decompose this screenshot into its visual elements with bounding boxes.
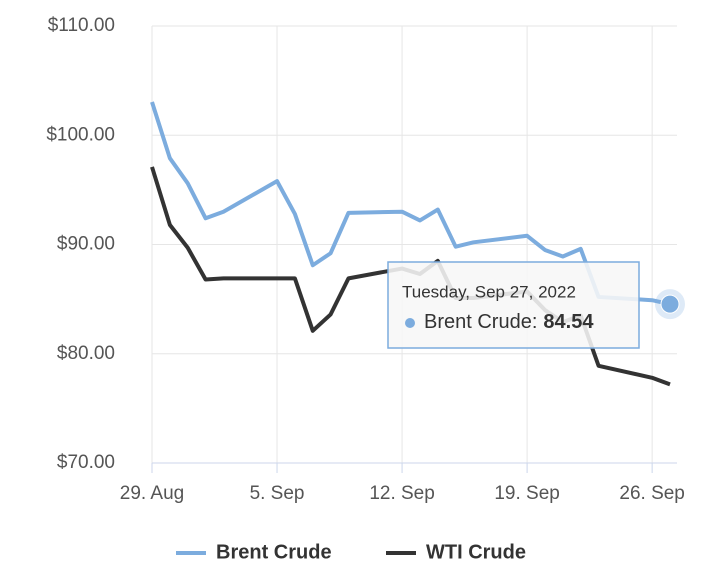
tooltip-dot	[405, 318, 415, 328]
y-tick-label: $70.00	[57, 452, 115, 473]
hover-point	[660, 294, 680, 314]
tooltip-text: Brent Crude: 84.54	[424, 311, 594, 333]
tooltip: Tuesday, Sep 27, 2022 Brent Crude: 84.54	[387, 261, 640, 349]
tooltip-value: 84.54	[543, 311, 594, 333]
x-tick-label: 19. Sep	[494, 483, 560, 504]
x-tick-label: 29. Aug	[120, 483, 184, 504]
x-tick-label: 5. Sep	[250, 483, 305, 504]
y-tick-label: $110.00	[48, 15, 115, 36]
y-tick-label: $80.00	[57, 343, 115, 364]
y-tick-label: $100.00	[46, 124, 115, 145]
tooltip-box	[387, 261, 640, 349]
series-line	[150, 101, 671, 307]
y-tick-label: $90.00	[57, 234, 115, 255]
tooltip-date: Tuesday, Sep 27, 2022	[402, 282, 576, 301]
tooltip-label: Brent Crude:	[424, 311, 537, 333]
legend-label: Brent Crude	[216, 541, 332, 563]
legend-label: WTI Crude	[426, 541, 526, 563]
x-tick-label: 12. Sep	[369, 483, 435, 504]
x-tick-label: 26. Sep	[619, 483, 685, 504]
